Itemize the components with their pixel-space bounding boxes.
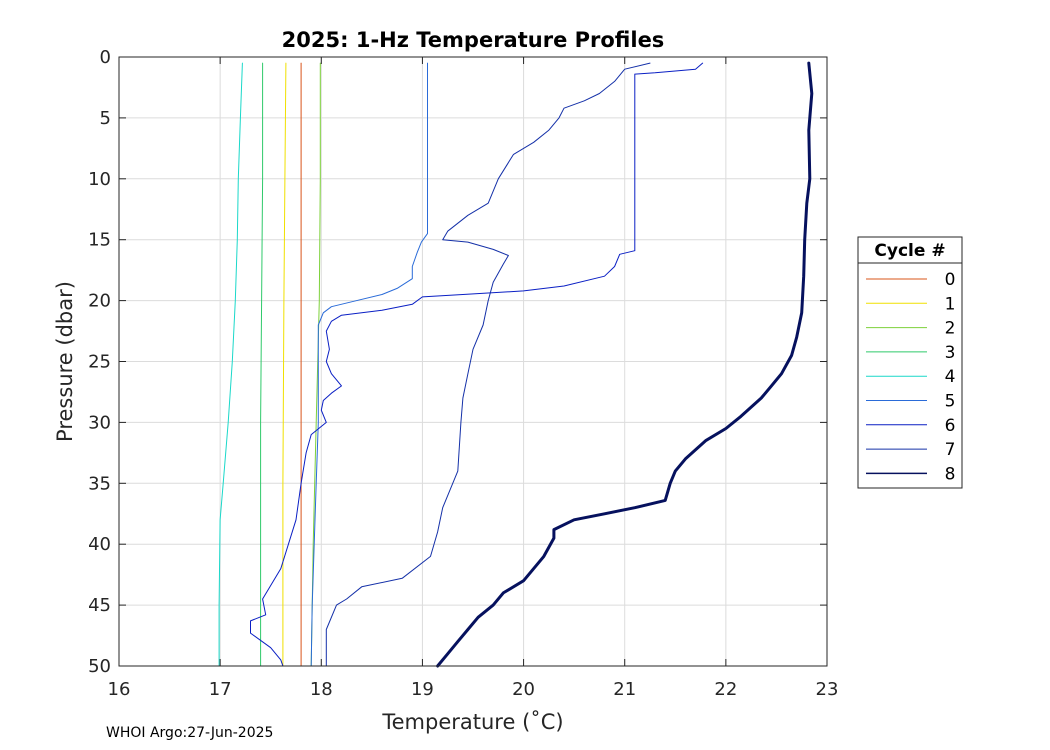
x-tick-label-1: 17 [209, 679, 232, 700]
series-line-cycle-7 [325, 62, 651, 667]
legend-label-cycle-8: 8 [945, 464, 956, 484]
legend-label-cycle-0: 0 [945, 270, 956, 290]
legend-label-cycle-1: 1 [945, 294, 956, 314]
x-tick-label-0: 16 [108, 679, 131, 700]
y-axis-label: Pressure (dbar) [53, 281, 77, 442]
y-tick-label-2: 10 [88, 169, 111, 190]
x-tick-label-5: 21 [613, 679, 636, 700]
y-tick-label-9: 45 [88, 595, 111, 616]
series-line-cycle-3 [260, 62, 264, 667]
y-tick-label-0: 0 [100, 47, 111, 68]
x-tick-label-3: 19 [411, 679, 434, 700]
legend-title: Cycle # [874, 241, 945, 261]
y-tick-label-8: 40 [88, 534, 111, 555]
legend-label-cycle-5: 5 [945, 392, 956, 412]
chart-title: 2025: 1-Hz Temperature Profiles [282, 28, 665, 52]
legend-label-cycle-4: 4 [945, 367, 956, 387]
series-line-cycle-2 [310, 62, 321, 667]
y-tick-label-6: 30 [88, 412, 111, 433]
series-line-cycle-6 [250, 62, 704, 667]
x-tick-label-7: 23 [816, 679, 839, 700]
series-line-cycle-1 [282, 62, 287, 667]
y-tick-label-7: 35 [88, 473, 111, 494]
series-line-cycle-5 [310, 62, 428, 667]
y-tick-label-1: 5 [100, 108, 111, 129]
y-tick-label-3: 15 [88, 230, 111, 251]
legend-label-cycle-3: 3 [945, 343, 956, 363]
series-line-cycle-8 [436, 61, 814, 668]
y-tick-label-4: 20 [88, 291, 111, 312]
y-tick-label-5: 25 [88, 352, 111, 373]
series-line-cycle-4 [218, 62, 243, 667]
x-axis-label: Temperature (˚C) [381, 710, 563, 734]
x-tick-label-2: 18 [310, 679, 333, 700]
x-tick-label-6: 22 [714, 679, 737, 700]
y-tick-label-10: 50 [88, 656, 111, 677]
legend-label-cycle-6: 6 [945, 416, 956, 436]
legend-label-cycle-7: 7 [945, 440, 956, 460]
x-tick-label-4: 20 [512, 679, 535, 700]
legend-label-cycle-2: 2 [945, 319, 956, 339]
footer-credit: WHOI Argo:27-Jun-2025 [106, 725, 274, 741]
